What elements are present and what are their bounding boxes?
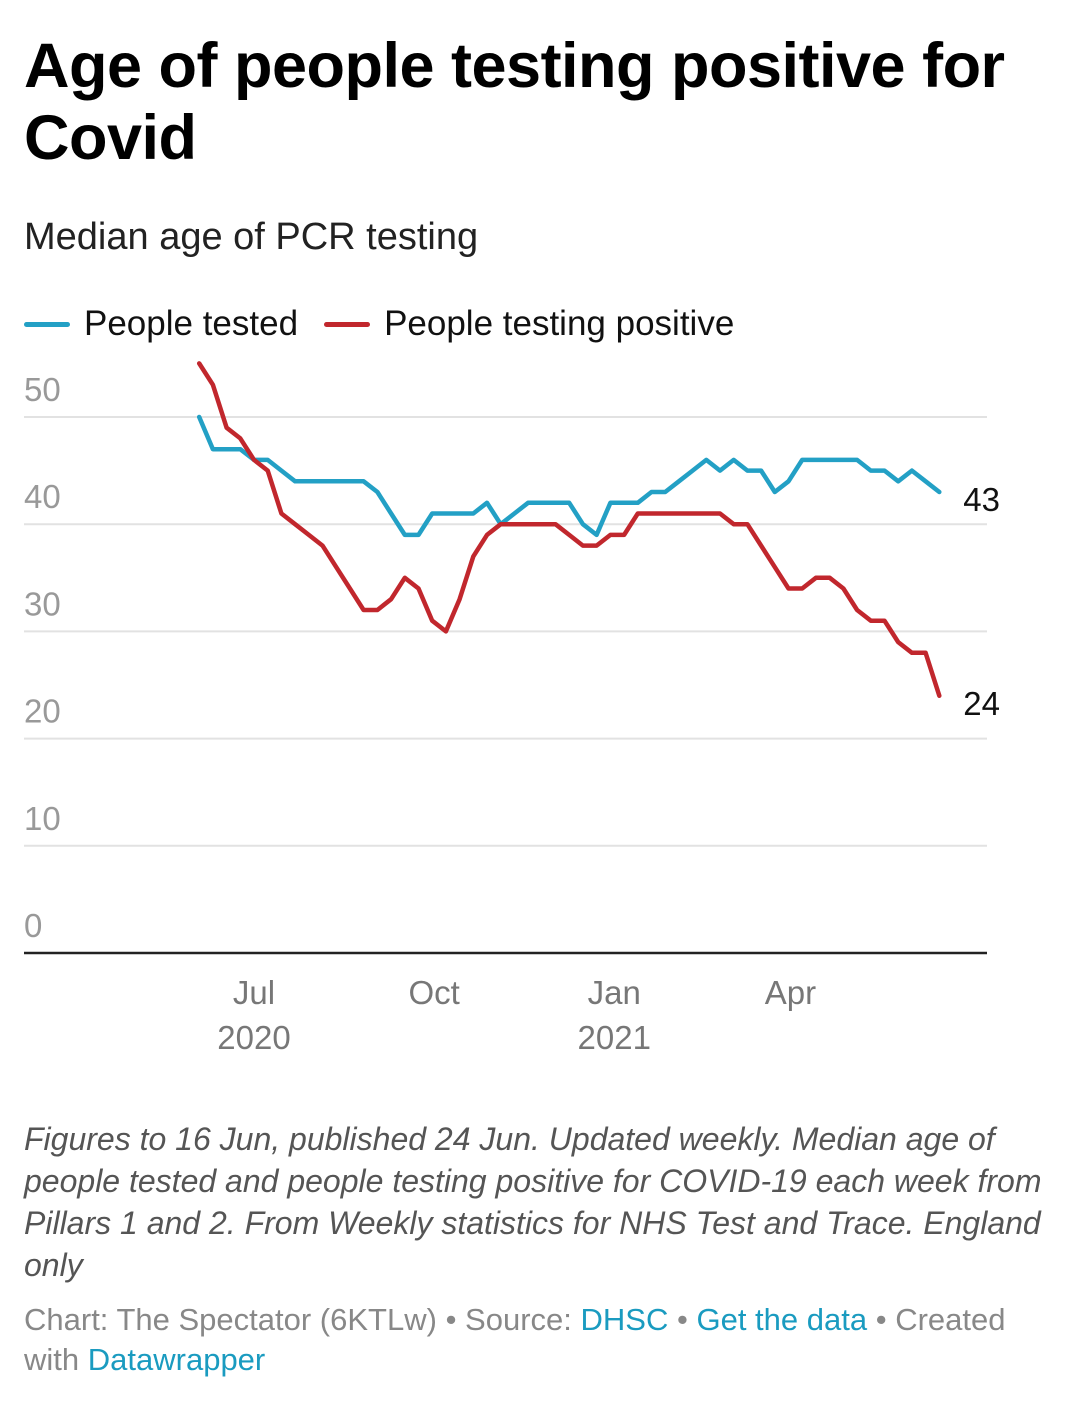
chart-subtitle: Median age of PCR testing [24, 216, 479, 258]
y-tick-label: 0 [24, 907, 42, 944]
series-line-people-testing-positive [196, 361, 942, 698]
legend-swatch-people-testing-positive [324, 321, 371, 327]
x-axis-ticks: Jul 2020 Oct Jan 2021 Apr [217, 974, 816, 1056]
y-tick-label: 50 [24, 371, 61, 408]
y-axis-ticks: 0 10 20 30 40 50 [24, 371, 61, 944]
y-tick-label: 20 [24, 693, 61, 730]
x-tick-label: Jul [233, 974, 275, 1011]
legend-label-people-tested: People tested [84, 304, 299, 343]
y-tick-label: 10 [24, 800, 61, 837]
y-tick-label: 40 [24, 478, 61, 515]
created-with-text: Created with [24, 1302, 1006, 1377]
x-tick-year-label: 2020 [217, 1019, 290, 1056]
legend-item-people-testing-positive: People testing positive [324, 302, 734, 346]
legend: People tested People testing positive [24, 302, 760, 346]
x-tick-label: Oct [408, 974, 459, 1011]
series-lines [196, 361, 942, 698]
end-label-people-tested: 43 [963, 481, 1000, 518]
source-label: Source: [465, 1302, 572, 1337]
separator: • [676, 1302, 688, 1337]
legend-item-people-tested: People tested [24, 302, 298, 346]
y-tick-label: 30 [24, 585, 61, 622]
legend-swatch-people-tested [24, 321, 70, 327]
gridlines [24, 416, 987, 955]
chart-credits: Chart: The Spectator (6KTLw) • Source: D… [24, 1300, 1054, 1380]
x-tick-label: Jan [588, 974, 641, 1011]
end-label-people-testing-positive: 24 [963, 685, 1000, 722]
series-line-people-tested [196, 414, 942, 538]
legend-label-people-testing-positive: People testing positive [384, 304, 735, 343]
chart-title: Age of people testing positive for Covid [24, 31, 1005, 173]
x-tick-year-label: 2021 [578, 1019, 651, 1056]
chart-credit: Chart: The Spectator (6KTLw) [24, 1302, 437, 1337]
separator: • [445, 1302, 457, 1337]
source-link[interactable]: DHSC [580, 1302, 669, 1337]
x-tick-label: Apr [765, 974, 816, 1011]
end-labels: 43 24 [963, 481, 1000, 722]
chart-notes: Figures to 16 Jun, published 24 Jun. Upd… [24, 1121, 1042, 1283]
datawrapper-link[interactable]: Datawrapper [87, 1342, 266, 1377]
line-chart: 0 10 20 30 40 50 Jul 2020 Oct Jan 2021 Apr 43 24 [24, 361, 1000, 1056]
get-data-link[interactable]: Get the data [696, 1302, 868, 1337]
separator: • [875, 1302, 887, 1337]
